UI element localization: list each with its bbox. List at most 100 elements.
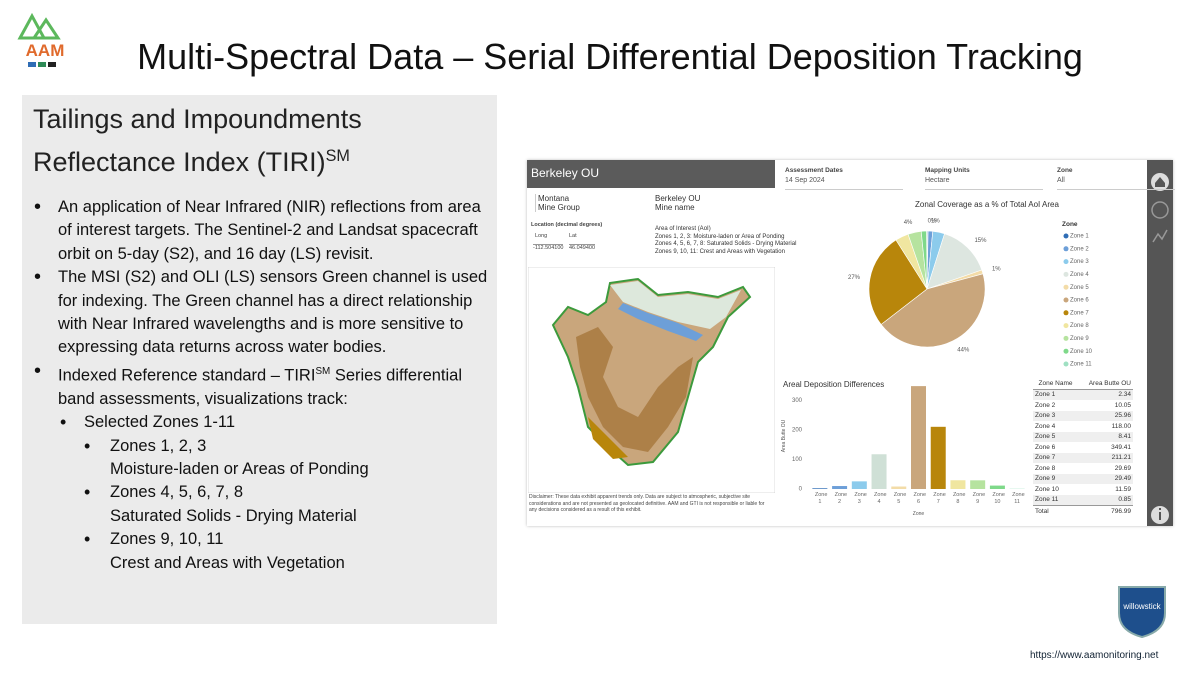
x-tick-label: Zone 6 — [913, 492, 927, 505]
table-row: Zone 5 8.41 — [1033, 431, 1133, 442]
table-cell: Zone 2 — [1035, 401, 1056, 409]
badge-text: willowstick — [1122, 602, 1161, 611]
zone-group: Zones 1, 2, 3 Moisture-laden or Areas of … — [34, 435, 494, 482]
filter-dropdown[interactable]: 14 Sep 2024 — [785, 174, 903, 190]
long-label: Long — [535, 233, 548, 239]
x-tick-label: Zone 8 — [952, 492, 966, 505]
bar — [812, 488, 828, 489]
legend-label: Zone 9 — [1070, 336, 1089, 342]
bar — [989, 485, 1005, 489]
x-tick: Zone 1 — [814, 492, 828, 505]
legend-swatch — [1063, 284, 1069, 290]
legend-swatch — [1063, 259, 1069, 265]
table-cell: Zone 1 — [1033, 389, 1079, 400]
legend-label: Zone 10 — [1070, 349, 1093, 355]
bar — [950, 480, 966, 489]
table-cell: Zone 11 — [1033, 494, 1079, 506]
table-cell: Zone 3 — [1033, 410, 1079, 421]
dashboard: Berkeley OU Montana Mine Group Berkeley … — [527, 160, 1175, 526]
pie-slice — [868, 239, 928, 325]
table-cell: 8.41 — [1078, 431, 1133, 442]
table-cell: Zone 7 — [1033, 452, 1079, 463]
filter-dropdown[interactable]: All — [1057, 174, 1175, 190]
bar — [970, 480, 986, 489]
mine: Berkeley OU — [655, 194, 701, 203]
pie-label: 4% — [904, 220, 913, 226]
legend-label: Zone 11 — [1070, 362, 1092, 368]
lat-label: Lat — [569, 233, 577, 239]
x-tick-label: Zone 2 — [834, 492, 848, 505]
legend-label: Zone 2 — [1070, 246, 1089, 252]
y-tick-label: 200 — [792, 428, 803, 434]
table-row: Zone 2 10.05 — [1033, 400, 1133, 411]
legend-label: Zone 5 — [1070, 285, 1089, 291]
chart-button[interactable] — [1152, 229, 1168, 243]
x-tick-label: Zone 5 — [893, 492, 907, 505]
bar-title: Areal Deposition Differences — [783, 380, 884, 389]
x-tick: Zone 8 — [952, 492, 966, 505]
x-tick: Zone 3 — [854, 492, 867, 505]
table-row: Zone 8 29.69 — [1033, 463, 1133, 474]
zone-map — [528, 267, 775, 493]
bullet: An application of Near Infrared (NIR) re… — [34, 196, 494, 266]
legend-swatch — [1063, 323, 1069, 329]
bullet: Indexed Reference standard – TIRISM Seri… — [34, 360, 494, 411]
state-label: Mine Group — [538, 203, 580, 212]
x-tick-label: Zone 10 — [992, 492, 1005, 505]
pie-slice — [880, 273, 986, 348]
table-cell: Zone 5 — [1033, 431, 1079, 442]
table-row: Zone 10 11.59 — [1033, 484, 1133, 495]
header-cell: Area Butte OU — [1088, 379, 1131, 387]
total-cell: Total — [1033, 505, 1079, 517]
y-axis-title: Area Butte OU — [781, 419, 787, 452]
x-tick: Zone 7 — [933, 492, 946, 505]
bar — [911, 386, 926, 489]
logo: AAM — [14, 8, 76, 76]
zone-group-title: Zones 4, 5, 6, 7, 8 — [110, 483, 243, 502]
legend-swatch — [1063, 246, 1069, 252]
table-cell: Zone 4 — [1035, 422, 1056, 430]
filter-dropdown[interactable]: Hectare — [925, 174, 1043, 190]
table-cell: 25.96 — [1078, 410, 1133, 421]
header-cell: Zone Name — [1038, 379, 1073, 387]
filter: Mapping Units Hectare — [925, 167, 1043, 190]
legend-swatch — [1063, 310, 1069, 316]
mine-group: Montana Mine Group — [535, 194, 648, 212]
sub-bullet: Selected Zones 1-11 — [34, 411, 494, 435]
table-cell: Zone 10 — [1035, 485, 1059, 493]
y-tick-label: 100 — [792, 457, 803, 463]
pie-label: 15% — [974, 238, 987, 244]
table-cell: 211.21 — [1078, 452, 1133, 463]
legend-label: Zone 3 — [1070, 259, 1089, 265]
x-tick: Zone 11 — [1012, 492, 1025, 505]
pie-label: 1% — [992, 267, 1001, 273]
panel-heading: Tailings and Impoundments Reflectance In… — [33, 101, 433, 181]
x-tick-label: Zone 7 — [933, 492, 946, 505]
badge: willowstick — [1118, 586, 1166, 639]
zone-group-title: Zones 9, 10, 11 — [110, 530, 224, 549]
pie-label: 27% — [848, 275, 861, 281]
filter-label: Zone — [1057, 167, 1073, 174]
x-tick-label: Zone 4 — [874, 492, 887, 505]
bullet-sup: SM — [315, 365, 331, 377]
table-cell: 349.41 — [1111, 443, 1131, 451]
x-tick-label: Zone 11 — [1012, 492, 1025, 505]
filter-label: Assessment Dates — [785, 167, 843, 174]
table-cell: 10.05 — [1114, 401, 1131, 409]
map-button[interactable] — [1151, 201, 1169, 219]
bar — [891, 486, 907, 489]
nav-icons — [1151, 173, 1169, 524]
table-cell: 0.85 — [1078, 494, 1133, 506]
total-cell: 796.99 — [1078, 505, 1133, 517]
legend-label: Zone 4 — [1070, 272, 1089, 278]
aoi-line: Zones 4, 5, 6, 7, 8: Saturated Solids - … — [655, 241, 797, 247]
x-axis-title: Zone — [913, 511, 925, 517]
table-row: Zone 7 211.21 — [1033, 452, 1133, 463]
table-cell: 29.69 — [1114, 464, 1131, 472]
filter-label: Mapping Units — [925, 167, 970, 174]
bar — [930, 426, 946, 489]
zone-group: Zones 4, 5, 6, 7, 8 Saturated Solids - Dr… — [34, 481, 494, 528]
heading-text: Tailings and Impoundments Reflectance In… — [33, 104, 362, 177]
x-tick-label: Zone 1 — [814, 492, 828, 505]
aoi-line: Area of Interest (AoI) — [655, 226, 711, 232]
